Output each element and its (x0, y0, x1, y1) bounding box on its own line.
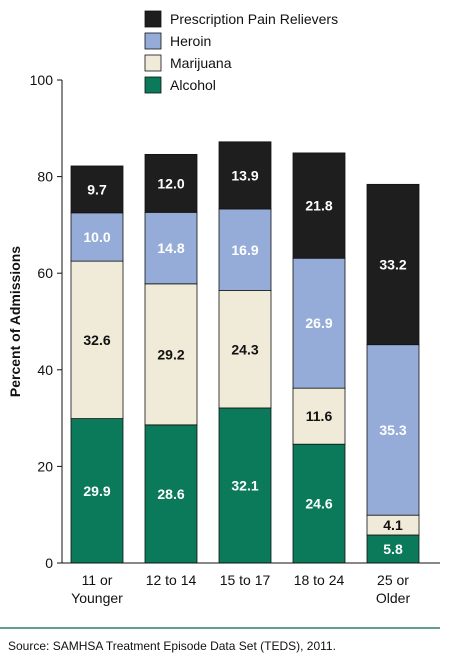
x-tick-label-line: Younger (71, 590, 123, 606)
data-label-alcohol: 28.6 (157, 486, 184, 502)
x-tick-label: 11 or Younger (71, 572, 123, 606)
data-label-marijuana: 29.2 (157, 346, 184, 362)
legend-swatch-prescription-pain-relievers (144, 10, 162, 28)
bar-segment-marijuana (292, 387, 346, 445)
bar-stack: 29.9 32.6 10.0 9.7 (70, 165, 124, 564)
x-tick-label-line: Older (376, 590, 411, 606)
x-tick-label: 12 to 14 (146, 572, 197, 588)
bar-segment-heroin (218, 208, 272, 291)
x-tick-label-line: 18 to 24 (294, 572, 345, 588)
y-axis-label: Percent of Admissions (7, 246, 23, 397)
y-tick-label: 80 (37, 169, 53, 185)
bar-stack: 32.1 24.3 16.9 13.9 (218, 141, 272, 564)
data-label-prescription-pain-relievers: 12.0 (157, 175, 184, 191)
data-label-heroin: 26.9 (305, 315, 332, 331)
y-tick-label: 20 (37, 458, 53, 474)
bar-segment-alcohol (292, 443, 346, 564)
data-label-alcohol: 29.9 (83, 483, 110, 499)
y-tick-label: 60 (37, 265, 53, 281)
bar-segment-marijuana (70, 260, 124, 419)
bar-segment-prescription-pain-relievers (366, 183, 420, 346)
bar-segment-prescription-pain-relievers (218, 141, 272, 210)
x-tick-label-line: 11 or (82, 572, 113, 588)
y-axis: 0 20 40 60 80 100 Percent of Admissions (7, 72, 63, 571)
source-note: Source: SAMHSA Treatment Episode Data Se… (8, 639, 336, 653)
data-label-alcohol: 5.8 (383, 541, 403, 557)
data-label-alcohol: 32.1 (231, 477, 258, 493)
bar-segment-heroin (292, 257, 346, 389)
data-label-prescription-pain-relievers: 21.8 (305, 198, 332, 214)
legend: Prescription Pain Relievers Heroin Marijua… (144, 10, 338, 94)
x-tick-label-line: 12 to 14 (146, 572, 197, 588)
x-tick-label-line: 15 to 17 (220, 572, 271, 588)
data-label-marijuana: 4.1 (383, 517, 403, 533)
data-label-prescription-pain-relievers: 33.2 (379, 257, 406, 273)
legend-label-marijuana: Marijuana (170, 55, 232, 71)
legend-label-prescription-pain-relievers: Prescription Pain Relievers (170, 11, 338, 27)
bars: 29.9 32.6 10.0 9.7 28.6 29.2 14.8 12.0 32.1 24.3 1… (70, 141, 420, 564)
legend-swatch-alcohol (144, 76, 162, 94)
legend-swatch-marijuana (144, 54, 162, 72)
data-label-prescription-pain-relievers: 9.7 (87, 181, 107, 197)
x-axis: 11 or Younger 12 to 14 15 to 17 18 to 24 25 o… (62, 562, 440, 606)
bar-segment-prescription-pain-relievers (144, 153, 198, 213)
legend-label-heroin: Heroin (170, 33, 211, 49)
data-label-heroin: 16.9 (231, 242, 258, 258)
bar-segment-alcohol (366, 534, 420, 564)
data-label-marijuana: 24.3 (231, 341, 258, 357)
bar-stack: 24.6 11.6 26.9 21.8 (292, 152, 346, 564)
data-label-alcohol: 24.6 (305, 496, 332, 512)
data-label-heroin: 35.3 (379, 422, 406, 438)
bar-segment-marijuana (144, 283, 198, 426)
x-tick-label: 18 to 24 (294, 572, 345, 588)
bar-segment-marijuana (218, 290, 272, 409)
x-tick-label: 15 to 17 (220, 572, 271, 588)
y-tick-label: 40 (37, 362, 53, 378)
data-label-heroin: 10.0 (83, 229, 110, 245)
y-tick-label: 0 (45, 555, 53, 571)
bar-segment-prescription-pain-relievers (70, 165, 124, 214)
legend-swatch-heroin (144, 32, 162, 50)
bar-segment-alcohol (218, 407, 272, 564)
data-label-prescription-pain-relievers: 13.9 (231, 167, 258, 183)
data-label-heroin: 14.8 (157, 240, 184, 256)
bar-stack: 5.8 4.1 35.3 33.2 (366, 183, 420, 564)
x-tick-label-line: 25 or (377, 572, 409, 588)
bar-stack: 28.6 29.2 14.8 12.0 (144, 153, 198, 564)
bar-segment-prescription-pain-relievers (292, 152, 346, 259)
data-label-marijuana: 11.6 (306, 408, 333, 424)
bar-segment-heroin (70, 212, 124, 262)
data-label-marijuana: 32.6 (83, 332, 110, 348)
x-tick-label: 25 or Older (376, 572, 411, 606)
legend-label-alcohol: Alcohol (170, 77, 216, 93)
y-tick-label: 100 (30, 72, 54, 88)
bar-segment-alcohol (144, 424, 198, 564)
bar-segment-heroin (144, 211, 198, 285)
